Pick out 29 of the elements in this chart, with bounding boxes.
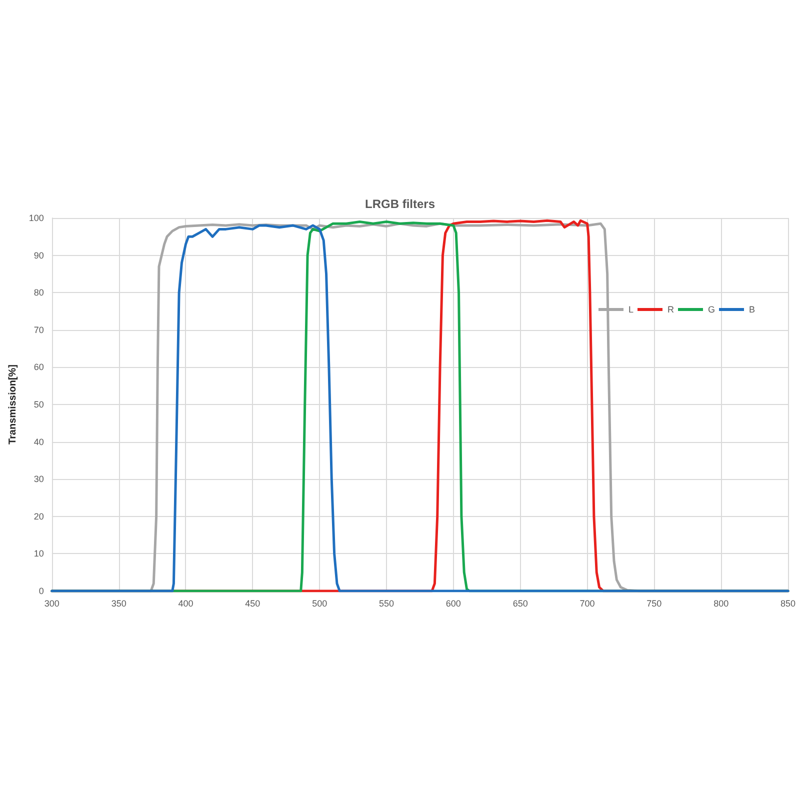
chart-title: LRGB filters [364, 197, 436, 211]
x-tick-label: 450 [245, 598, 260, 608]
legend-label: R [667, 304, 674, 314]
y-tick-label: 80 [34, 288, 44, 298]
y-tick-label: 30 [34, 474, 44, 484]
legend-label: L [628, 304, 634, 314]
x-tick-label: 750 [646, 598, 662, 608]
x-tick-label: 350 [111, 598, 126, 608]
x-tick-label: 600 [446, 598, 461, 608]
x-tick-label: 700 [580, 598, 595, 608]
x-tick-label: 500 [312, 598, 328, 608]
x-tick-label: 400 [178, 598, 194, 608]
y-tick-label: 40 [34, 436, 44, 447]
y-tick-label: 70 [34, 324, 44, 335]
legend-label: G [708, 304, 716, 314]
y-tick-label: 50 [34, 400, 44, 410]
y-axis-title: Transmission[%] [8, 364, 18, 445]
y-tick-label: 100 [28, 213, 44, 223]
x-tick-label: 800 [714, 598, 729, 608]
y-tick-label: 90 [34, 250, 44, 260]
x-tick-label: 300 [44, 598, 60, 608]
y-tick-label: 20 [34, 511, 44, 522]
x-tick-label: 850 [780, 598, 796, 608]
y-tick-label: 60 [34, 362, 44, 372]
x-tick-label: 550 [378, 598, 394, 608]
x-tick-label: 650 [512, 598, 528, 608]
y-tick-label: 0 [38, 586, 44, 596]
legend-label: B [748, 304, 756, 314]
y-tick-label: 10 [34, 548, 44, 559]
